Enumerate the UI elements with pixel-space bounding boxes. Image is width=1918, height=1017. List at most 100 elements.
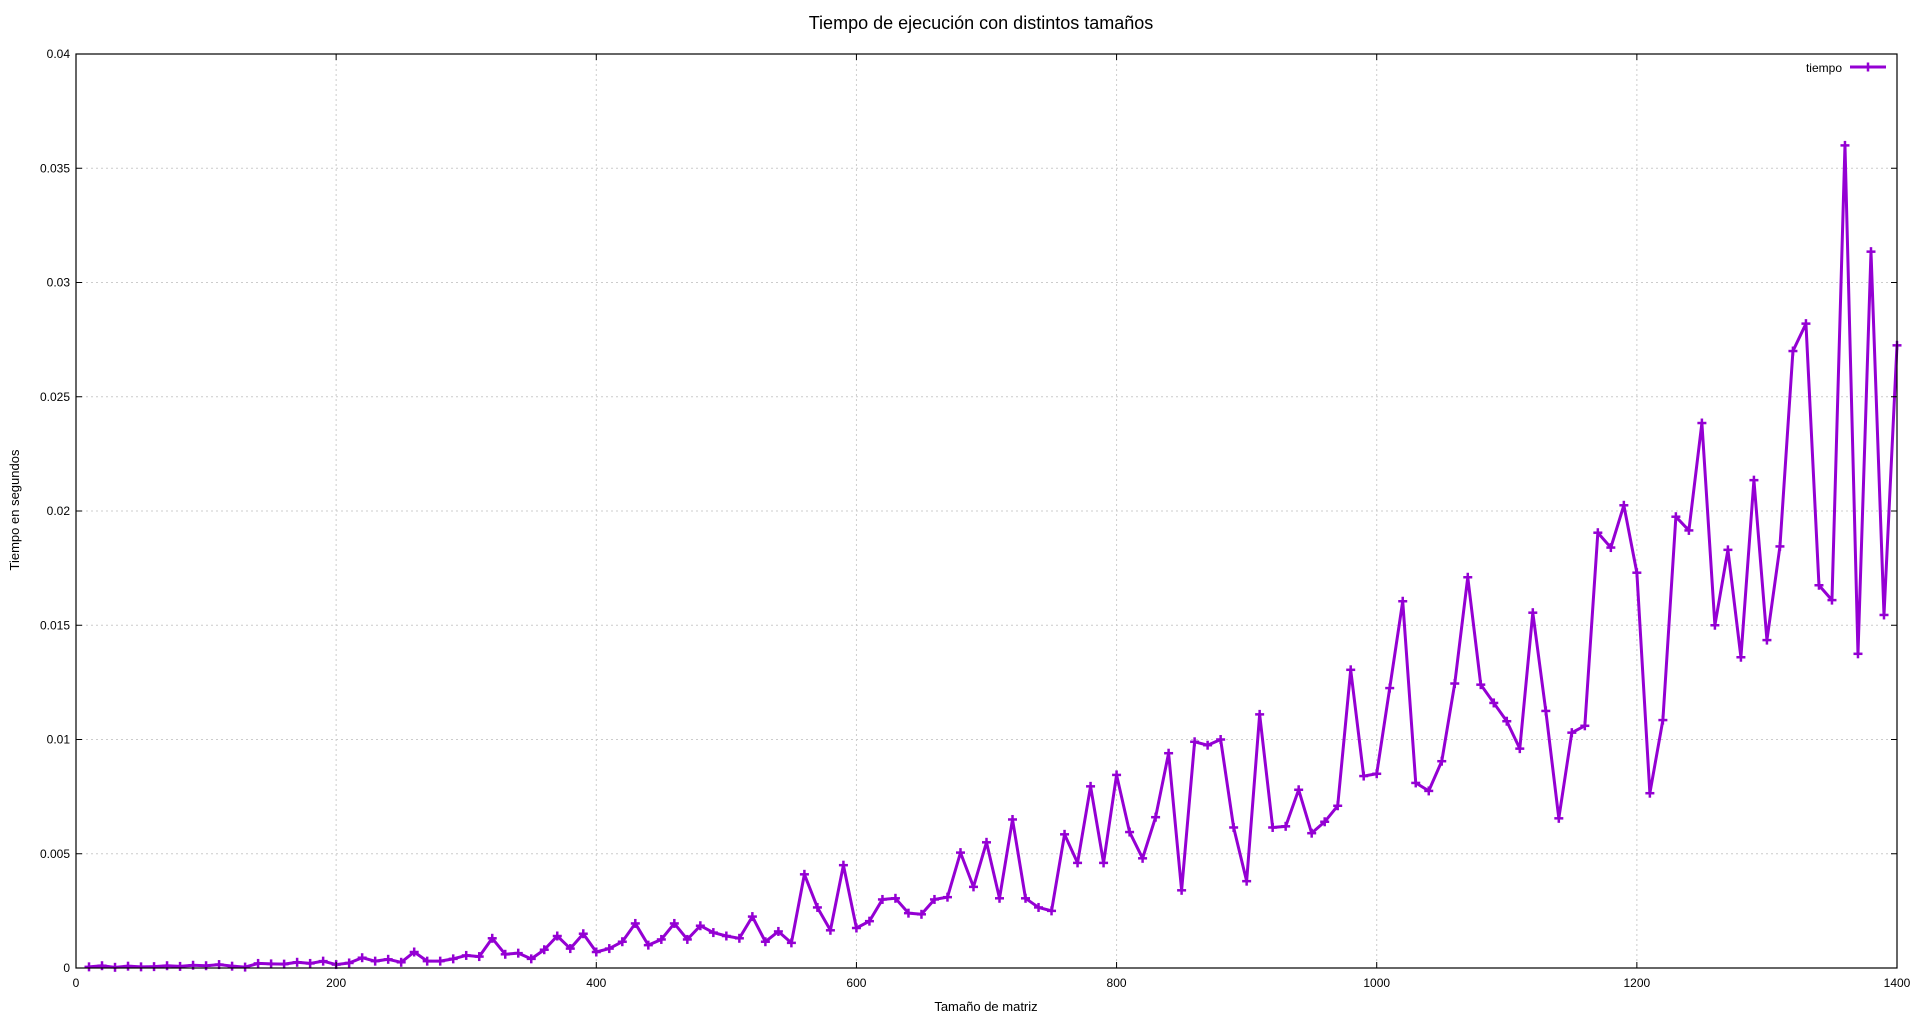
data-point-tiempo	[149, 962, 159, 972]
data-point-tiempo	[1710, 620, 1720, 630]
data-point-tiempo	[279, 959, 289, 969]
data-point-tiempo	[1268, 822, 1278, 832]
data-point-tiempo	[617, 937, 627, 947]
y-tick-label: 0.03	[47, 276, 71, 290]
data-point-tiempo	[669, 918, 679, 928]
data-point-tiempo	[1021, 893, 1031, 903]
y-tick-label: 0.04	[47, 47, 71, 61]
data-point-tiempo	[995, 893, 1005, 903]
data-point-tiempo	[578, 929, 588, 939]
chart-title: Tiempo de ejecución con distintos tamaño…	[809, 13, 1154, 33]
data-point-tiempo	[1086, 781, 1096, 791]
data-point-tiempo	[1190, 737, 1200, 747]
data-point-tiempo	[929, 894, 939, 904]
data-point-tiempo	[1619, 500, 1629, 510]
data-point-tiempo	[968, 882, 978, 892]
data-point-tiempo	[123, 961, 133, 971]
data-point-tiempo	[1632, 568, 1642, 578]
data-point-tiempo	[838, 860, 848, 870]
data-point-tiempo	[1463, 572, 1473, 582]
axes: 0 200 400 600 800 1000 1200 1400 0 0.005 0.01 0.015…	[40, 47, 1911, 990]
data-point-tiempo	[422, 956, 432, 966]
data-point-tiempo	[1671, 512, 1681, 522]
series-line-tiempo	[88, 143, 1899, 969]
data-point-tiempo	[526, 954, 536, 964]
data-point-tiempo	[435, 956, 445, 966]
y-tick-label: 0.01	[47, 733, 71, 747]
data-point-tiempo	[1216, 735, 1226, 744]
data-point-tiempo	[1060, 829, 1070, 839]
data-point-tiempo	[1827, 595, 1837, 605]
x-tick-label: 400	[586, 976, 606, 990]
x-tick-label: 1200	[1624, 976, 1651, 990]
data-point-tiempo	[1762, 635, 1772, 645]
data-point-tiempo	[396, 957, 406, 967]
data-point-tiempo	[383, 954, 393, 964]
data-point-tiempo	[1398, 596, 1408, 606]
data-point-tiempo	[1177, 885, 1187, 895]
data-point-tiempo	[253, 958, 263, 968]
data-point-tiempo	[1541, 706, 1551, 716]
data-point-tiempo	[1333, 801, 1343, 811]
data-point-tiempo	[1047, 906, 1057, 916]
data-point-tiempo	[448, 954, 458, 964]
data-point-tiempo	[409, 947, 419, 957]
data-point-tiempo	[1528, 608, 1538, 618]
data-point-tiempo	[916, 909, 926, 919]
data-point-tiempo	[877, 894, 887, 904]
data-point-tiempo	[110, 962, 120, 972]
y-tick-label: 0	[63, 961, 70, 975]
data-point-tiempo	[643, 940, 653, 950]
data-point-tiempo	[292, 957, 302, 967]
data-point-tiempo	[227, 961, 237, 971]
data-point-tiempo	[955, 848, 965, 858]
data-point-tiempo	[1229, 822, 1239, 832]
data-point-tiempo	[500, 949, 510, 959]
data-point-tiempo	[305, 958, 315, 968]
y-tick-label: 0.005	[40, 847, 70, 861]
data-point-tiempo	[1606, 543, 1616, 553]
data-point-tiempo	[240, 962, 250, 972]
data-point-tiempo	[1346, 665, 1356, 675]
data-point-tiempo	[825, 925, 835, 935]
data-point-tiempo	[1307, 828, 1317, 838]
y-tick-label: 0.025	[40, 390, 70, 404]
x-tick-label: 1400	[1884, 976, 1911, 990]
data-point-tiempo	[1151, 812, 1161, 822]
legend: tiempo	[1806, 61, 1886, 75]
data-point-tiempo	[773, 926, 783, 936]
data-point-tiempo	[708, 928, 718, 938]
data-point-tiempo	[1788, 346, 1798, 356]
data-point-tiempo	[162, 961, 172, 971]
data-point-tiempo	[1138, 853, 1148, 863]
data-point-tiempo	[1801, 319, 1811, 329]
data-point-tiempo	[1567, 728, 1577, 738]
data-point-tiempo	[1736, 652, 1746, 662]
data-point-tiempo	[136, 962, 146, 972]
data-point-tiempo	[982, 837, 991, 847]
data-point-tiempo	[318, 956, 328, 966]
data-point-tiempo	[734, 933, 744, 943]
data-point-tiempo	[1697, 418, 1707, 428]
data-point-tiempo	[1684, 525, 1694, 535]
data-point-tiempo	[1853, 649, 1863, 659]
data-point-tiempo	[84, 962, 94, 972]
data-point-tiempo	[1411, 778, 1421, 788]
data-point-tiempo	[1658, 715, 1668, 725]
data-point-tiempo	[1840, 140, 1850, 150]
data-point-tiempo	[474, 952, 484, 962]
data-point-tiempo	[604, 944, 614, 954]
data-point-tiempo	[695, 921, 705, 931]
data-point-tiempo	[1294, 785, 1304, 795]
data-point-tiempo	[1125, 827, 1135, 837]
data-point-tiempo	[942, 892, 952, 902]
x-tick-label: 0	[73, 976, 80, 990]
data-point-tiempo	[1164, 748, 1174, 758]
data-point-tiempo	[357, 953, 367, 963]
data-point-tiempo	[487, 933, 497, 943]
data-point-tiempo	[344, 958, 354, 968]
data-point-tiempo	[747, 912, 757, 922]
data-point-tiempo	[1385, 683, 1395, 693]
